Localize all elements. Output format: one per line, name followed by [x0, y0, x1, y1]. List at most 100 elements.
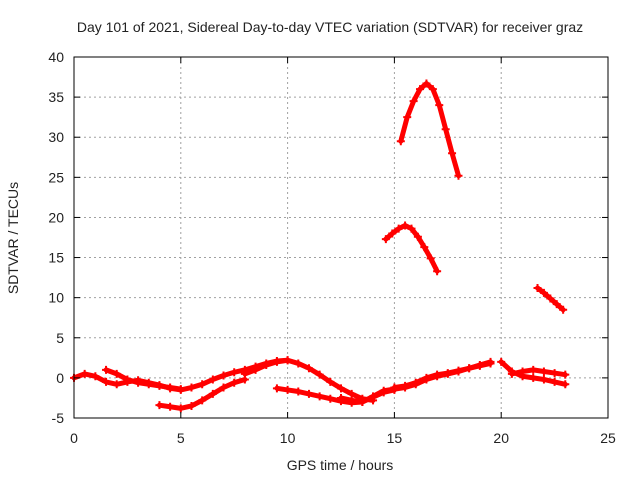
data-point [388, 229, 397, 238]
data-point [326, 377, 335, 386]
data-point [134, 378, 143, 387]
data-point [187, 383, 196, 392]
data-point [428, 85, 437, 94]
data-point [381, 235, 390, 244]
data-point [80, 369, 89, 378]
x-ticks: 0 5 10 15 20 25 [70, 57, 616, 446]
data-point [420, 243, 429, 252]
grid [74, 57, 608, 418]
data-point [176, 404, 185, 413]
data-point [102, 365, 111, 374]
data-point [422, 79, 431, 88]
data-point [337, 384, 345, 393]
data-point [475, 361, 484, 370]
data-point [448, 149, 457, 158]
data-point [283, 385, 292, 394]
data-point [550, 377, 559, 386]
data-point [533, 284, 542, 293]
data-point [396, 137, 405, 146]
data-point [401, 381, 410, 390]
y-tick-label: 15 [48, 250, 64, 266]
data-point [198, 380, 207, 389]
data-point [539, 288, 548, 297]
series-sat-d [155, 375, 249, 413]
data-point [283, 356, 292, 365]
data-point [176, 385, 185, 394]
data-point [326, 394, 335, 403]
x-tick-label: 5 [177, 430, 185, 446]
data-point [518, 367, 527, 376]
data-point [454, 171, 463, 180]
data-point [443, 369, 452, 378]
data-point [433, 370, 442, 379]
data-point [465, 364, 474, 373]
data-point [272, 357, 281, 366]
data-point [507, 369, 516, 378]
y-axis-label: SDTVAR / TECUs [5, 182, 21, 294]
series-layer [70, 79, 570, 413]
y-tick-label: 20 [48, 209, 64, 225]
series-sat-i [507, 365, 570, 379]
data-point [561, 380, 570, 389]
data-point [155, 401, 164, 410]
chart-title: Day 101 of 2021, Sidereal Day-to-day VTE… [77, 19, 583, 35]
data-point [401, 221, 410, 230]
data-point [294, 387, 303, 396]
data-point [304, 364, 313, 373]
y-tick-label: 40 [48, 49, 64, 65]
data-point [426, 254, 435, 263]
data-point [394, 224, 403, 233]
data-point [435, 101, 444, 110]
data-point [315, 392, 324, 401]
data-point [559, 305, 568, 314]
data-point [529, 373, 538, 382]
y-tick-label: 35 [48, 89, 64, 105]
data-point [304, 389, 313, 398]
data-point [166, 383, 175, 392]
data-point [219, 371, 228, 380]
data-point [262, 361, 271, 370]
data-point [546, 294, 555, 303]
data-point [413, 232, 422, 241]
data-point [219, 383, 228, 392]
data-point [272, 384, 281, 393]
data-point [251, 365, 260, 374]
data-point [144, 380, 153, 389]
data-point [454, 366, 463, 375]
x-tick-label: 25 [600, 430, 616, 446]
y-tick-label: 5 [56, 330, 64, 346]
data-point [403, 113, 412, 122]
data-point [187, 401, 196, 410]
series-sat-l [533, 284, 568, 314]
data-point [112, 369, 121, 378]
data-point [416, 85, 425, 94]
data-point [198, 396, 207, 405]
y-tick-label: 0 [56, 370, 64, 386]
data-point [497, 357, 506, 366]
data-point [208, 375, 217, 384]
series-sat-b [102, 365, 185, 394]
data-point [155, 381, 164, 390]
data-point [337, 393, 345, 402]
series-line [398, 80, 461, 179]
data-point [123, 375, 132, 384]
data-point [315, 370, 324, 379]
data-point [390, 383, 399, 392]
data-point [166, 402, 175, 411]
data-point [529, 365, 538, 374]
data-point [230, 368, 239, 377]
data-point [422, 373, 431, 382]
data-point [561, 370, 570, 379]
y-tick-label: 10 [48, 290, 64, 306]
data-point [347, 396, 356, 405]
series-line [391, 360, 494, 391]
data-point [369, 392, 378, 401]
series-sat-k [381, 221, 442, 276]
data-point [208, 389, 217, 398]
x-tick-label: 20 [493, 430, 509, 446]
y-ticks: -5 0 5 10 15 20 25 30 35 40 [48, 49, 608, 426]
data-point [102, 377, 111, 386]
data-point [411, 378, 420, 387]
x-tick-label: 10 [280, 430, 296, 446]
